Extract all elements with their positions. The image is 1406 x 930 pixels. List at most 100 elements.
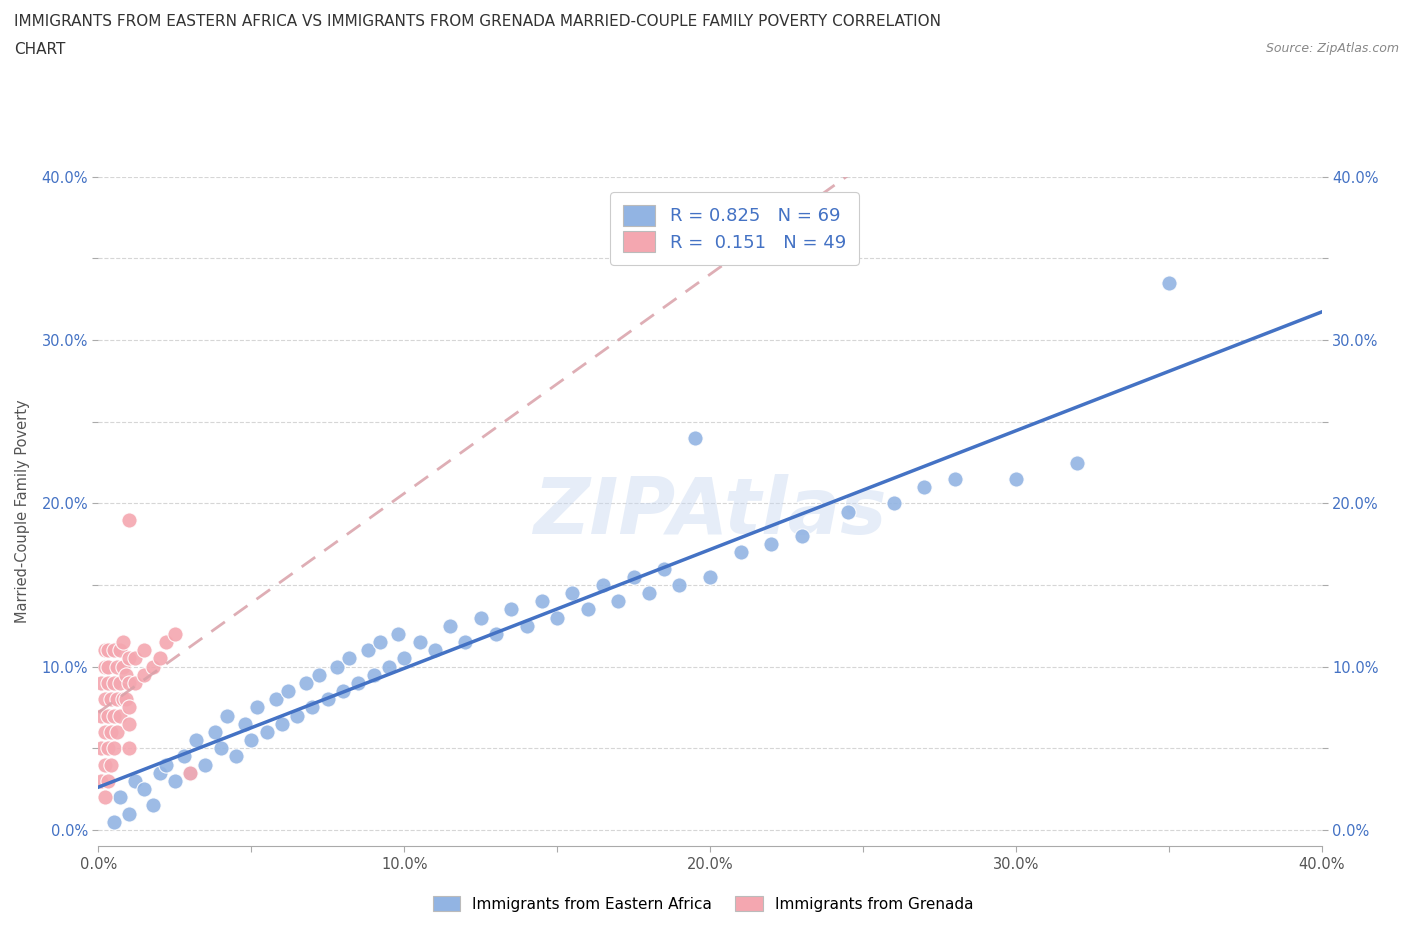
Point (108, 709, 131, 724)
Point (378, 659, 401, 674)
Point (111, 659, 134, 674)
Point (943, 472, 966, 486)
Point (124, 774, 146, 789)
Y-axis label: Married-Couple Family Poverty: Married-Couple Family Poverty (15, 400, 31, 623)
Point (105, 724, 128, 739)
Point (124, 675, 146, 690)
Point (90, 709, 112, 724)
Point (790, 528, 813, 543)
Point (103, 709, 125, 724)
Point (186, 733, 208, 748)
Point (759, 537, 782, 551)
Point (730, 545, 752, 560)
Point (155, 634, 177, 649)
Point (97, 643, 120, 658)
Point (134, 782, 156, 797)
Point (423, 643, 446, 658)
Point (142, 659, 165, 674)
Point (103, 815, 125, 830)
Point (668, 578, 690, 592)
Legend: Immigrants from Eastern Africa, Immigrants from Grenada: Immigrants from Eastern Africa, Immigran… (426, 889, 980, 918)
Point (163, 774, 186, 789)
Point (90, 774, 112, 789)
Point (546, 610, 568, 625)
Point (108, 675, 131, 690)
Point (105, 692, 128, 707)
Point (356, 643, 378, 658)
Point (93, 757, 115, 772)
Point (392, 651, 416, 666)
Point (439, 618, 461, 633)
Point (347, 675, 370, 690)
Point (387, 627, 409, 642)
Point (103, 675, 125, 690)
Point (277, 684, 299, 698)
Point (470, 610, 492, 625)
Legend: R = 0.825   N = 69, R =  0.151   N = 49: R = 0.825 N = 69, R = 0.151 N = 49 (610, 193, 859, 265)
Point (246, 700, 269, 715)
Point (103, 643, 125, 658)
Point (1066, 455, 1088, 470)
Point (100, 692, 122, 707)
Point (623, 569, 645, 584)
Point (592, 578, 614, 592)
Point (105, 659, 128, 674)
Text: IMMIGRANTS FROM EASTERN AFRICA VS IMMIGRANTS FROM GRENADA MARRIED-COUPLE FAMILY : IMMIGRANTS FROM EASTERN AFRICA VS IMMIGR… (14, 14, 941, 29)
Point (97, 675, 120, 690)
Point (1157, 275, 1180, 290)
Point (93, 643, 115, 658)
Point (118, 651, 141, 666)
Point (368, 634, 391, 649)
Point (1004, 472, 1026, 486)
Point (108, 790, 131, 804)
Point (256, 724, 278, 739)
Point (93, 790, 115, 804)
Point (285, 709, 308, 724)
Point (179, 765, 201, 780)
Point (118, 716, 141, 731)
Point (149, 765, 172, 780)
Point (215, 709, 238, 724)
Point (111, 634, 134, 649)
Point (103, 741, 125, 756)
Point (576, 602, 599, 617)
Point (97, 741, 120, 756)
Point (97, 709, 120, 724)
Point (118, 512, 141, 527)
Text: ZIPAtlas: ZIPAtlas (533, 473, 887, 550)
Text: Source: ZipAtlas.com: Source: ZipAtlas.com (1265, 42, 1399, 55)
Point (883, 496, 905, 511)
Point (100, 724, 122, 739)
Point (240, 733, 263, 748)
Point (142, 798, 165, 813)
Point (652, 561, 675, 576)
Point (124, 651, 146, 666)
Point (683, 431, 706, 445)
Point (134, 643, 156, 658)
Point (264, 692, 287, 707)
Point (637, 586, 661, 601)
Point (204, 724, 226, 739)
Point (163, 627, 186, 642)
Point (173, 749, 195, 764)
Point (90, 675, 112, 690)
Point (97, 774, 120, 789)
Point (149, 651, 172, 666)
Point (194, 757, 217, 772)
Point (108, 643, 131, 658)
Point (454, 634, 477, 649)
Point (501, 602, 523, 617)
Point (516, 618, 538, 633)
Point (118, 806, 141, 821)
Point (912, 480, 935, 495)
Point (115, 668, 138, 683)
Point (363, 668, 385, 683)
Point (295, 675, 318, 690)
Point (97, 659, 120, 674)
Point (93, 692, 115, 707)
Point (118, 675, 141, 690)
Point (118, 741, 141, 756)
Point (408, 634, 430, 649)
Point (155, 757, 177, 772)
Point (326, 659, 349, 674)
